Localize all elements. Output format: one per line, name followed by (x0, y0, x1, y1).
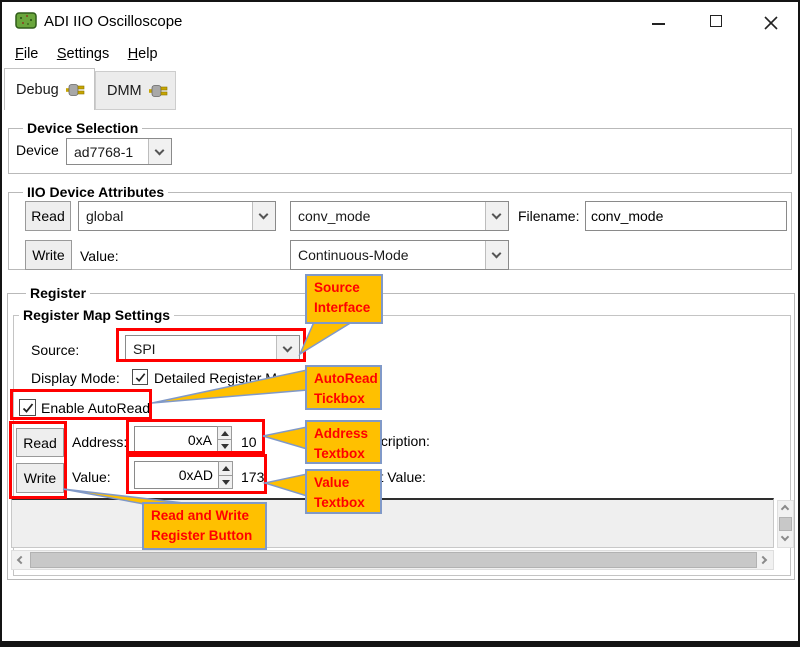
attr-value-label: Value: (80, 248, 119, 264)
chevron-down-icon (148, 139, 171, 164)
check-icon (135, 373, 146, 383)
register-title: Register (26, 285, 91, 301)
value-spinner[interactable] (218, 461, 233, 489)
value-input[interactable] (134, 461, 219, 489)
iio-attributes-group: IIO Device Attributes Read global conv_m… (8, 184, 792, 270)
chevron-down-icon (485, 202, 508, 230)
spin-up-icon[interactable] (217, 426, 232, 440)
menu-file[interactable]: File (15, 46, 39, 62)
maximize-button[interactable] (700, 8, 734, 36)
device-dropdown-value: ad7768-1 (74, 143, 134, 160)
filename-input[interactable] (585, 201, 787, 231)
attr-category-dropdown[interactable]: global (78, 201, 276, 231)
spin-down-icon[interactable] (218, 475, 233, 489)
attr-write-button[interactable]: Write (25, 240, 72, 270)
callout-source-interface: Source Interface (305, 274, 383, 324)
value-decimal-value: 173 (241, 469, 265, 485)
tab-dmm-label: DMM (107, 82, 142, 99)
window-title: ADI IIO Oscilloscope (44, 13, 183, 30)
enable-autoread-label: Enable AutoRead (41, 400, 150, 416)
register-map-panel (11, 498, 774, 548)
source-dropdown[interactable]: SPI (125, 335, 300, 362)
tab-dmm[interactable]: DMM (95, 71, 176, 110)
chevron-down-icon (485, 241, 508, 269)
minimize-icon (652, 23, 665, 25)
menu-bar: File Settings Help (15, 45, 158, 63)
maximize-icon (710, 15, 722, 27)
tab-debug-label: Debug (16, 81, 59, 98)
register-group: Register Register Map Settings Source: S… (7, 285, 795, 580)
detailed-register-map-checkbox[interactable] (132, 369, 148, 385)
address-decimal-value: 10 (241, 434, 257, 450)
address-spinner[interactable] (217, 426, 232, 453)
callout-address-textbox: Address Textbox (305, 420, 382, 464)
check-icon (22, 403, 34, 413)
source-label: Source: (31, 342, 80, 358)
attr-value-dropdown-value: Continuous-Mode (298, 247, 409, 263)
app-icon (15, 12, 37, 29)
filename-label: Filename: (518, 208, 580, 224)
device-selection-title: Device Selection (23, 120, 143, 136)
menu-settings[interactable]: Settings (56, 46, 110, 62)
plug-icon (148, 84, 167, 97)
chevron-down-icon (252, 202, 275, 230)
close-button[interactable] (756, 8, 790, 36)
callout-value-textbox: Value Textbox (305, 469, 382, 514)
spin-up-icon[interactable] (218, 461, 233, 476)
address-label: Address: (72, 434, 128, 450)
horizontal-scrollbar-thumb[interactable] (30, 552, 757, 568)
attr-read-button[interactable]: Read (25, 201, 71, 231)
register-write-button[interactable]: Write (16, 463, 64, 493)
attr-category-value: global (86, 208, 124, 224)
callout-autoread-tickbox: AutoRead Tickbox (305, 365, 382, 410)
vertical-scrollbar[interactable] (777, 500, 794, 548)
chevron-down-icon (276, 336, 299, 361)
device-selection-group: Device Selection Device ad7768-1 (8, 120, 792, 174)
spin-down-icon[interactable] (217, 440, 232, 453)
title-bar: ADI IIO Oscilloscope (2, 2, 798, 42)
scroll-left-icon[interactable] (16, 555, 26, 565)
tab-debug[interactable]: Debug (4, 68, 95, 110)
register-map-settings-title: Register Map Settings (19, 307, 175, 323)
attr-value-dropdown[interactable]: Continuous-Mode (290, 240, 509, 270)
horizontal-scrollbar[interactable] (11, 550, 774, 570)
close-icon (764, 16, 778, 30)
scroll-down-icon[interactable] (780, 532, 790, 542)
register-read-button[interactable]: Read (16, 428, 64, 457)
iio-attributes-title: IIO Device Attributes (23, 184, 169, 200)
device-label: Device (16, 142, 59, 158)
attr-name-dropdown[interactable]: conv_mode (290, 201, 509, 231)
display-mode-label: Display Mode: (31, 370, 120, 386)
scroll-right-icon[interactable] (758, 555, 768, 565)
menu-help[interactable]: Help (127, 46, 158, 62)
device-dropdown[interactable]: ad7768-1 (66, 138, 172, 165)
minimize-button[interactable] (642, 8, 676, 36)
address-input[interactable] (134, 426, 218, 453)
attr-name-value: conv_mode (298, 208, 371, 224)
register-value-label: Value: (72, 469, 111, 485)
scroll-up-icon[interactable] (780, 504, 790, 514)
detailed-register-map-label: Detailed Register Map (154, 370, 293, 386)
enable-autoread-checkbox[interactable] (19, 399, 36, 416)
plug-icon (65, 83, 85, 96)
source-dropdown-value: SPI (133, 340, 156, 357)
callout-read-write-register-button: Read and Write Register Button (142, 502, 267, 550)
vertical-scrollbar-thumb[interactable] (779, 517, 792, 531)
